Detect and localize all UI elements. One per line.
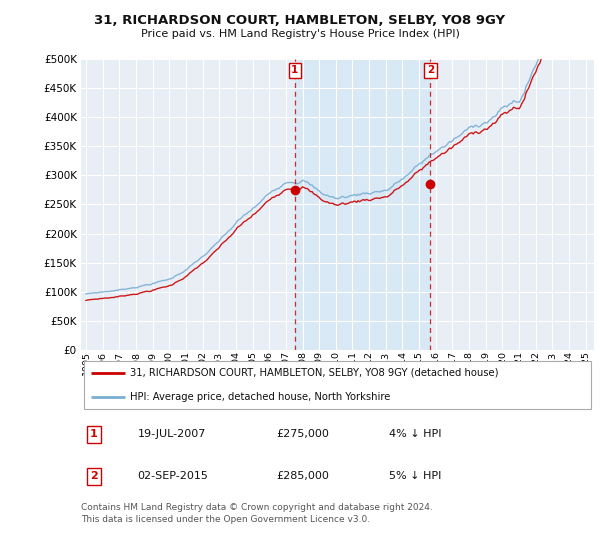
FancyBboxPatch shape (83, 361, 592, 409)
Text: 2: 2 (90, 472, 98, 481)
Text: 31, RICHARDSON COURT, HAMBLETON, SELBY, YO8 9GY: 31, RICHARDSON COURT, HAMBLETON, SELBY, … (94, 14, 506, 27)
Text: £275,000: £275,000 (276, 430, 329, 439)
Text: 1: 1 (291, 66, 298, 76)
Text: 02-SEP-2015: 02-SEP-2015 (137, 472, 208, 481)
Text: £285,000: £285,000 (276, 472, 329, 481)
Bar (295, 59, 430, 350)
Text: Contains HM Land Registry data © Crown copyright and database right 2024.
This d: Contains HM Land Registry data © Crown c… (81, 503, 433, 524)
Text: 4% ↓ HPI: 4% ↓ HPI (389, 430, 442, 439)
Text: 2: 2 (427, 66, 434, 76)
Text: Price paid vs. HM Land Registry's House Price Index (HPI): Price paid vs. HM Land Registry's House … (140, 29, 460, 39)
Text: 19-JUL-2007: 19-JUL-2007 (137, 430, 206, 439)
Text: 31, RICHARDSON COURT, HAMBLETON, SELBY, YO8 9GY (detached house): 31, RICHARDSON COURT, HAMBLETON, SELBY, … (130, 368, 498, 378)
Text: 5% ↓ HPI: 5% ↓ HPI (389, 472, 441, 481)
Text: HPI: Average price, detached house, North Yorkshire: HPI: Average price, detached house, Nort… (130, 392, 390, 402)
Text: 1: 1 (90, 430, 98, 439)
